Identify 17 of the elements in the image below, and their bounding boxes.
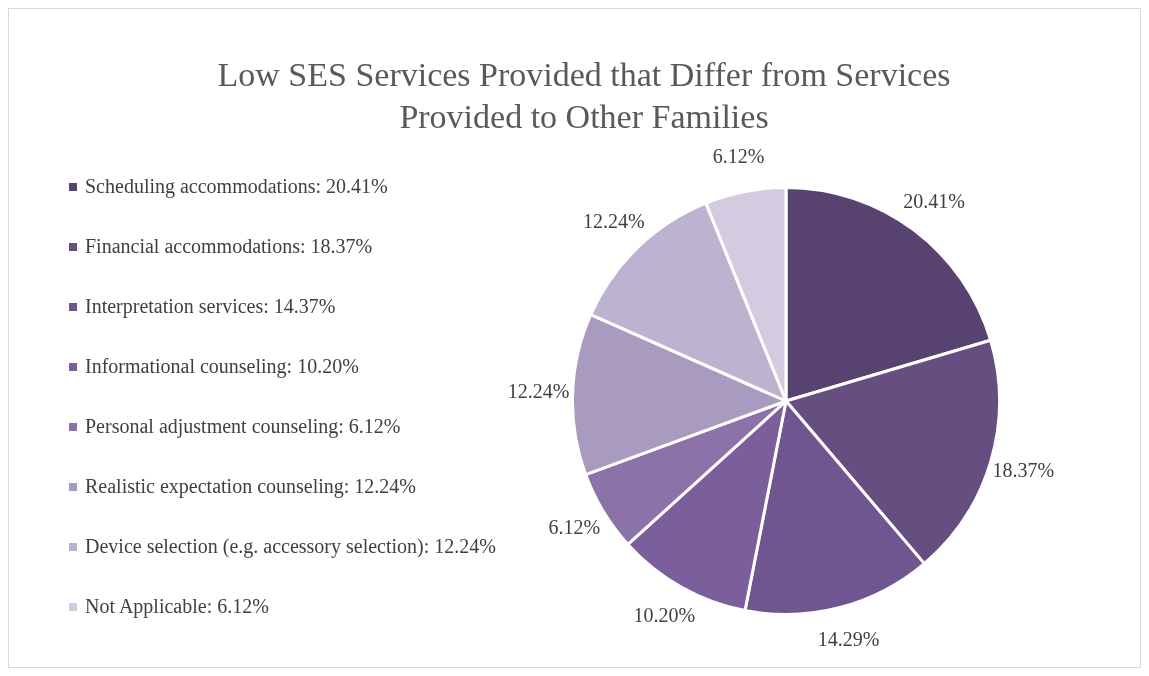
legend-label: Scheduling accommodations: 20.41%	[85, 174, 388, 198]
data-label: 6.12%	[712, 145, 765, 168]
legend-label: Device selection (e.g. accessory selection): 12.24%	[85, 534, 496, 558]
legend-label: Informational counseling: 10.20%	[85, 354, 359, 378]
legend-label: Interpretation services: 14.37%	[85, 294, 336, 318]
chart-title: Low SES Services Provided that Differ from Services Provided to Other Families	[216, 55, 952, 137]
data-label: 20.41%	[903, 189, 965, 212]
data-label: 12.24%	[583, 210, 645, 233]
data-label: 18.37%	[992, 458, 1055, 481]
legend-label: Not Applicable: 6.12%	[85, 594, 269, 618]
legend-label: Financial accommodations: 18.37%	[85, 234, 373, 258]
data-label: 14.29%	[817, 627, 880, 650]
legend-label: Personal adjustment counseling: 6.12%	[85, 414, 401, 438]
data-label: 10.20%	[633, 603, 696, 626]
legend-label: Realistic expectation counseling: 12.24%	[85, 474, 417, 498]
data-label: 6.12%	[548, 516, 601, 539]
data-label: 12.24%	[507, 380, 570, 403]
